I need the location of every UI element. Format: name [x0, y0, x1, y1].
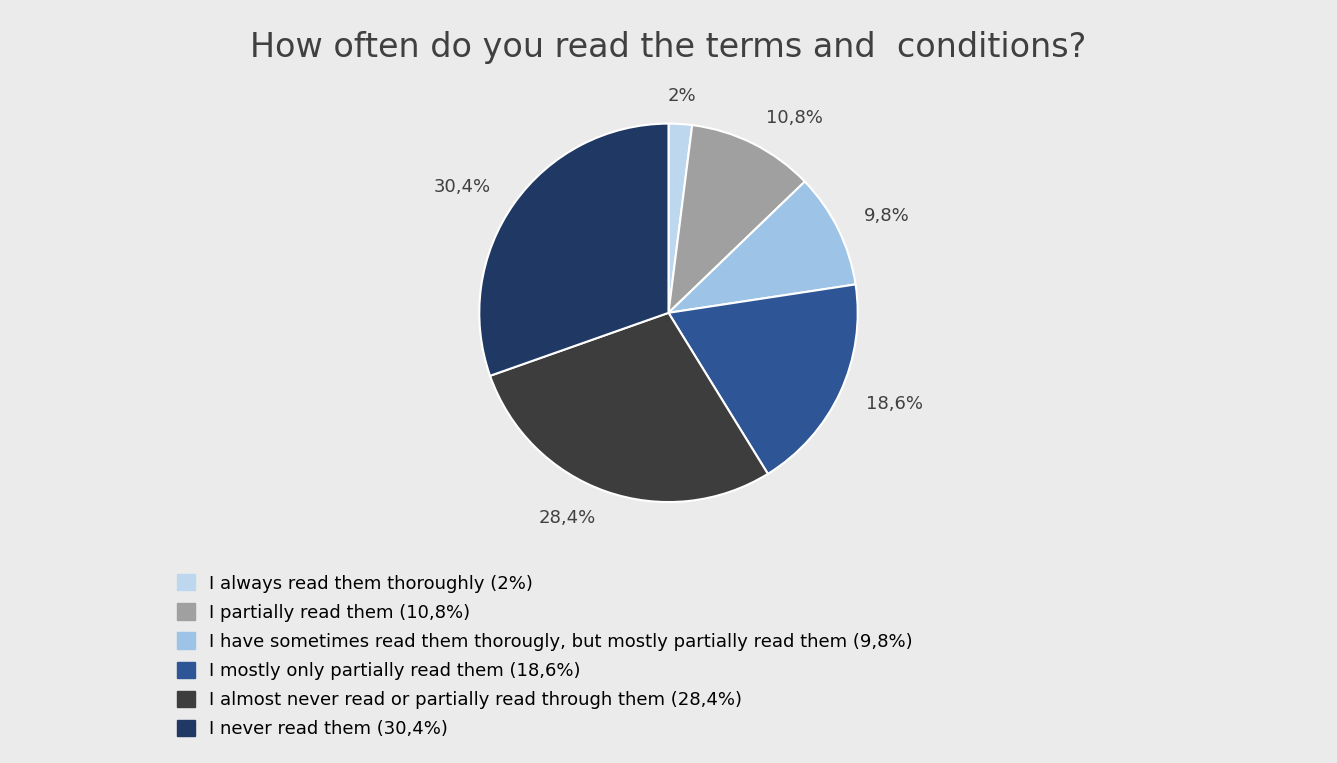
Wedge shape [668, 125, 805, 313]
Wedge shape [491, 313, 767, 502]
Text: 28,4%: 28,4% [539, 509, 596, 527]
Wedge shape [668, 182, 856, 313]
Legend: I always read them thoroughly (2%), I partially read them (10,8%), I have someti: I always read them thoroughly (2%), I pa… [170, 567, 920, 745]
Text: 10,8%: 10,8% [766, 109, 824, 127]
Wedge shape [668, 124, 693, 313]
Text: 18,6%: 18,6% [866, 395, 923, 414]
Wedge shape [668, 285, 858, 474]
Text: 9,8%: 9,8% [864, 208, 909, 226]
Text: 30,4%: 30,4% [433, 178, 491, 196]
Wedge shape [479, 124, 668, 376]
Text: How often do you read the terms and  conditions?: How often do you read the terms and cond… [250, 31, 1087, 63]
Text: 2%: 2% [668, 87, 697, 105]
